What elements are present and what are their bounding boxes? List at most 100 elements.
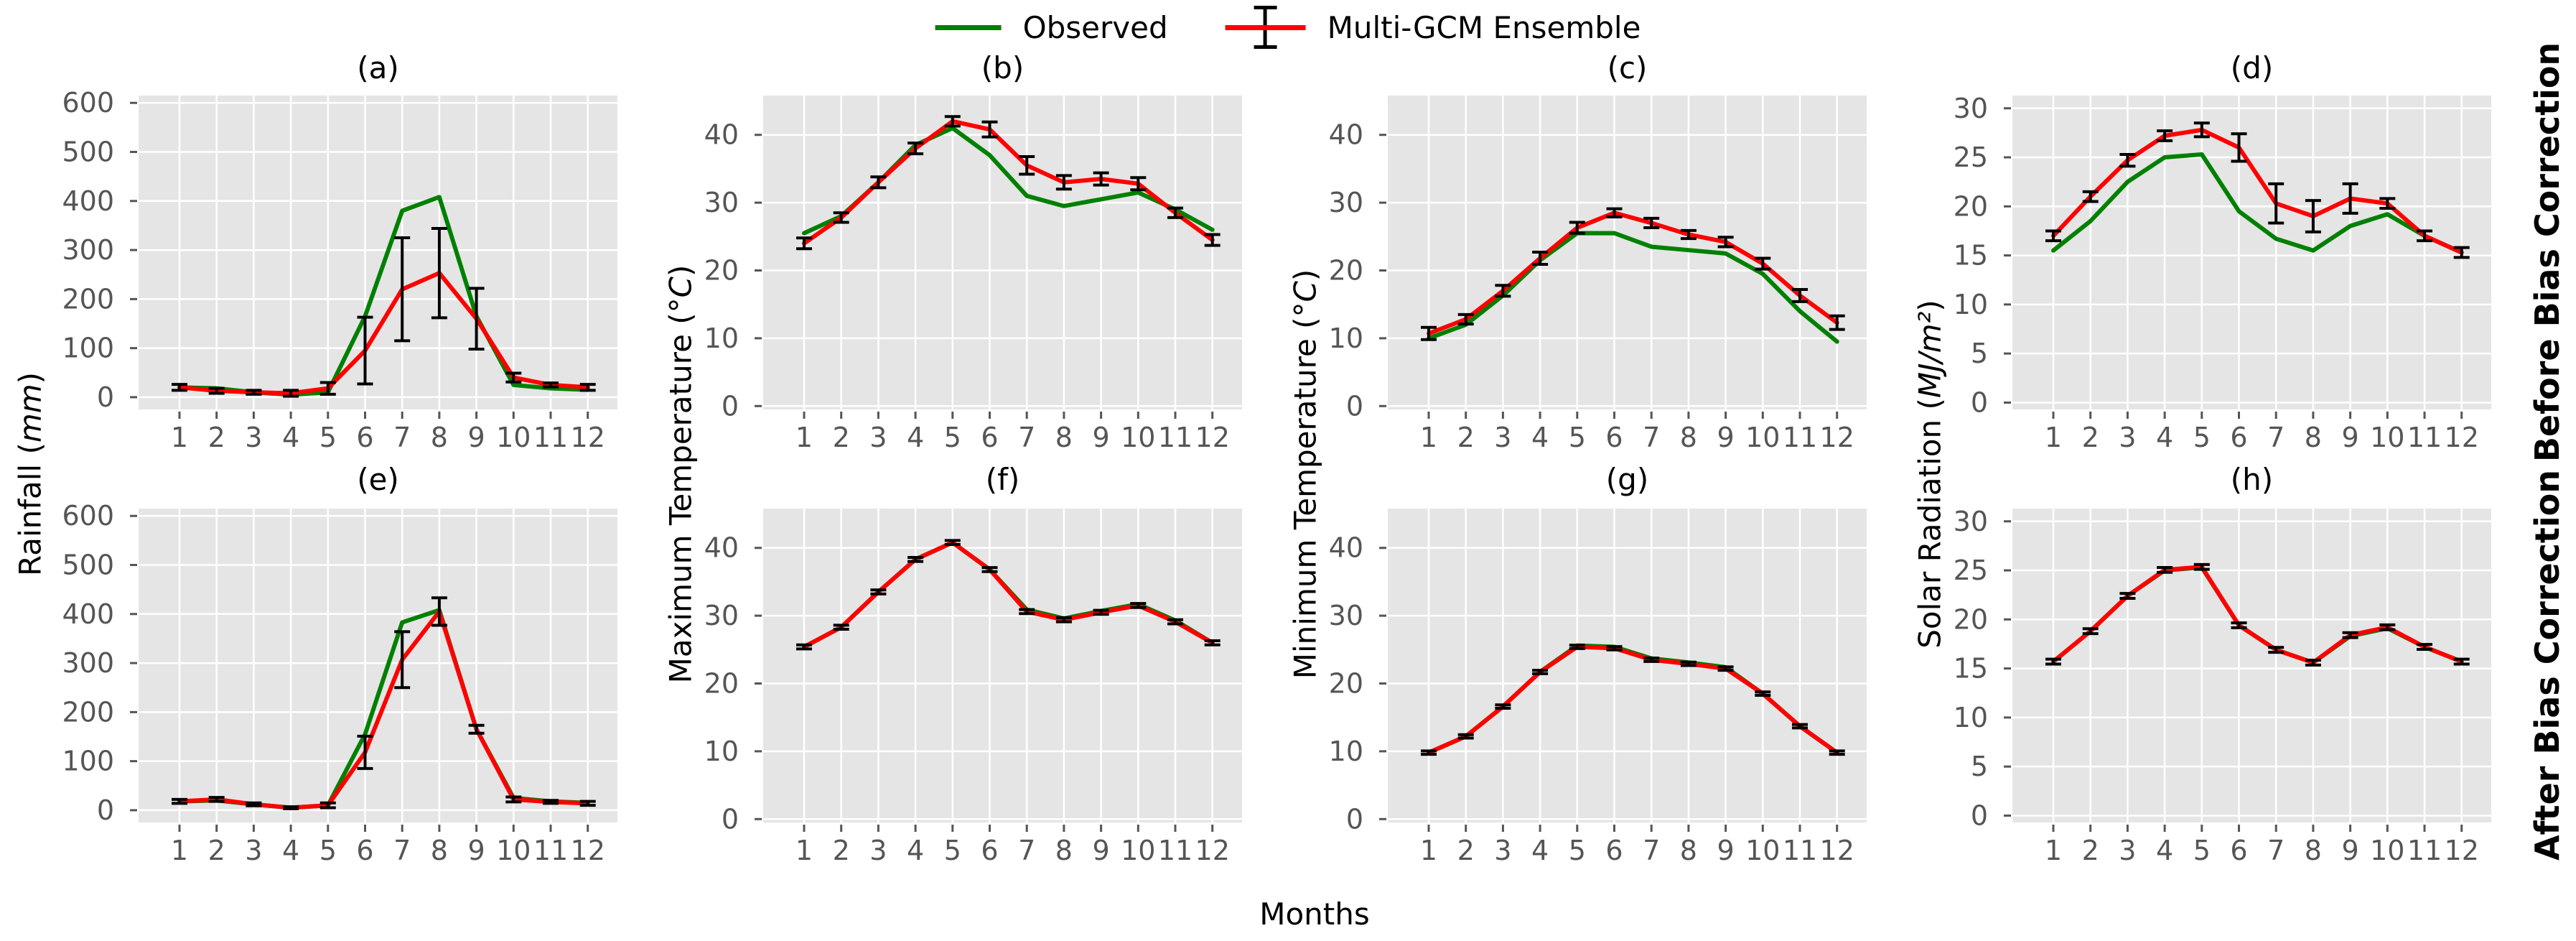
svg-text:9: 9 xyxy=(1093,422,1110,453)
svg-text:7: 7 xyxy=(2267,835,2285,866)
svg-text:3: 3 xyxy=(2119,422,2136,453)
ensemble-errorbar-swatch-icon xyxy=(1225,6,1306,49)
svg-text:400: 400 xyxy=(62,598,114,630)
svg-text:1: 1 xyxy=(795,422,813,453)
svg-text:8: 8 xyxy=(431,835,448,866)
svg-text:6: 6 xyxy=(1605,422,1623,453)
legend-ensemble-label: Multi-GCM Ensemble xyxy=(1327,9,1641,45)
chart-legend: Observed Multi-GCM Ensemble xyxy=(935,6,1641,49)
subplot-g-title: (g) xyxy=(1605,462,1649,497)
legend-item-observed: Observed xyxy=(935,10,1168,45)
svg-text:3: 3 xyxy=(869,835,887,866)
svg-text:5: 5 xyxy=(944,835,961,866)
svg-text:10: 10 xyxy=(704,736,739,767)
svg-text:2: 2 xyxy=(2082,835,2099,866)
svg-text:4: 4 xyxy=(907,835,924,866)
svg-text:6: 6 xyxy=(981,422,998,453)
svg-text:4: 4 xyxy=(1531,835,1549,866)
svg-text:25: 25 xyxy=(1954,142,1988,173)
svg-text:15: 15 xyxy=(1954,653,1988,685)
svg-text:40: 40 xyxy=(704,532,739,564)
svg-text:2: 2 xyxy=(2082,422,2099,453)
svg-text:100: 100 xyxy=(62,333,114,364)
svg-text:10: 10 xyxy=(2370,422,2404,453)
svg-text:4: 4 xyxy=(1531,422,1549,453)
svg-text:7: 7 xyxy=(2267,422,2285,453)
svg-text:9: 9 xyxy=(2342,422,2359,453)
svg-text:2: 2 xyxy=(833,835,850,866)
svg-text:9: 9 xyxy=(1717,422,1735,453)
svg-text:4: 4 xyxy=(282,422,299,453)
svg-text:10: 10 xyxy=(496,422,531,453)
legend-observed-label: Observed xyxy=(1022,9,1168,45)
svg-text:10: 10 xyxy=(1329,736,1363,767)
svg-text:7: 7 xyxy=(1018,835,1035,866)
svg-text:7: 7 xyxy=(1643,835,1660,866)
subplot-f-title: (f) xyxy=(985,462,1020,497)
svg-text:40: 40 xyxy=(1329,532,1363,564)
svg-text:2: 2 xyxy=(1457,835,1475,866)
rowlabel-after: After Bias Correction xyxy=(2528,469,2567,861)
svg-text:30: 30 xyxy=(704,600,739,631)
svg-text:7: 7 xyxy=(1018,422,1035,453)
svg-text:15: 15 xyxy=(1954,240,1988,272)
svg-text:500: 500 xyxy=(62,550,114,581)
svg-text:400: 400 xyxy=(62,185,114,217)
ylabel-min-temperature: Minimum Temperature (°C) xyxy=(1287,269,1323,680)
svg-text:1: 1 xyxy=(171,422,188,453)
svg-text:200: 200 xyxy=(62,283,114,315)
svg-text:3: 3 xyxy=(869,422,887,453)
svg-text:25: 25 xyxy=(1954,555,1988,586)
svg-text:30: 30 xyxy=(1329,600,1363,631)
svg-text:300: 300 xyxy=(62,647,114,679)
svg-text:20: 20 xyxy=(1954,603,1988,635)
svg-text:0: 0 xyxy=(1346,390,1363,422)
svg-text:12: 12 xyxy=(2445,835,2479,866)
svg-text:11: 11 xyxy=(1158,422,1193,453)
svg-text:30: 30 xyxy=(1954,93,1988,124)
svg-text:40: 40 xyxy=(704,119,739,151)
svg-text:600: 600 xyxy=(62,87,114,119)
xlabel-months: Months xyxy=(1259,896,1370,932)
svg-text:10: 10 xyxy=(1954,289,1988,320)
svg-text:6: 6 xyxy=(1605,835,1623,866)
svg-text:9: 9 xyxy=(1093,835,1110,866)
subplot-a-title: (a) xyxy=(357,50,399,85)
subplot-e-title: (e) xyxy=(357,462,399,497)
svg-text:20: 20 xyxy=(1329,668,1363,700)
svg-text:8: 8 xyxy=(2305,835,2322,866)
svg-text:9: 9 xyxy=(468,835,485,866)
svg-text:8: 8 xyxy=(1055,835,1073,866)
svg-text:4: 4 xyxy=(907,422,924,453)
ylabel-max-temperature: Maximum Temperature (°C) xyxy=(663,264,699,684)
svg-text:1: 1 xyxy=(1420,422,1437,453)
svg-text:20: 20 xyxy=(1954,190,1988,222)
svg-text:200: 200 xyxy=(62,696,114,728)
svg-text:8: 8 xyxy=(431,422,448,453)
svg-text:12: 12 xyxy=(2445,422,2479,453)
svg-text:11: 11 xyxy=(1158,835,1193,866)
svg-text:4: 4 xyxy=(282,835,299,866)
svg-text:4: 4 xyxy=(2156,422,2173,453)
svg-text:9: 9 xyxy=(468,422,485,453)
svg-text:2: 2 xyxy=(833,422,850,453)
svg-text:300: 300 xyxy=(62,234,114,266)
svg-text:12: 12 xyxy=(1820,835,1854,866)
svg-text:10: 10 xyxy=(496,835,531,866)
svg-text:3: 3 xyxy=(245,835,262,866)
svg-text:0: 0 xyxy=(97,794,114,826)
svg-text:3: 3 xyxy=(1494,835,1511,866)
svg-text:5: 5 xyxy=(1971,338,1988,369)
svg-text:11: 11 xyxy=(1783,422,1817,453)
svg-text:0: 0 xyxy=(1346,803,1363,835)
svg-text:7: 7 xyxy=(1643,422,1660,453)
svg-text:5: 5 xyxy=(1971,751,1988,782)
svg-text:30: 30 xyxy=(704,187,739,218)
svg-text:20: 20 xyxy=(1329,255,1363,287)
svg-text:11: 11 xyxy=(2407,422,2442,453)
svg-text:8: 8 xyxy=(2305,422,2322,453)
